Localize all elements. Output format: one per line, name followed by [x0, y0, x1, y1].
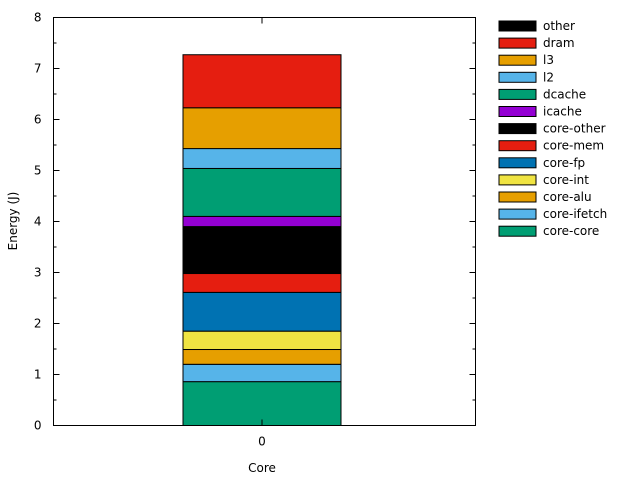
bar-segment-core-mem — [182, 273, 342, 293]
legend-swatch-core-other — [498, 123, 537, 135]
y-tick-label: 2 — [34, 317, 42, 331]
legend-label: dcache — [543, 87, 586, 101]
bar-segment-core-int — [182, 330, 342, 351]
legend-label: l3 — [543, 53, 554, 67]
plot-area — [182, 54, 342, 427]
legend-label: core-core — [543, 224, 599, 238]
legend-swatch-core-fp — [498, 157, 537, 169]
legend-label: icache — [543, 105, 582, 119]
bar-segment-l3 — [182, 107, 342, 150]
y-axis-label: Energy (J) — [6, 192, 20, 251]
bar-segment-icache — [182, 215, 342, 228]
bar-segment-core-core — [182, 381, 342, 427]
bar-segment-core-ifetch — [182, 363, 342, 383]
y-tick-label: 4 — [34, 215, 42, 229]
legend-swatch-core-core — [498, 225, 537, 237]
bar-segment-core-fp — [182, 291, 342, 332]
y-axis: 0 1 2 3 4 5 6 7 8 — [34, 11, 476, 433]
legend-label: core-ifetch — [543, 207, 607, 221]
legend: other dram l3 l2 dcache icache core-other core-… — [498, 19, 607, 238]
bar-segment-l2 — [182, 148, 342, 169]
legend-label: core-alu — [543, 190, 592, 204]
legend-label: core-mem — [543, 139, 604, 153]
y-tick-label: 7 — [34, 62, 42, 76]
y-tick-label: 0 — [34, 419, 42, 433]
x-tick-label: 0 — [258, 435, 266, 449]
legend-swatch-l3 — [498, 54, 537, 66]
legend-swatch-l2 — [498, 71, 537, 83]
legend-swatch-core-ifetch — [498, 208, 537, 220]
y-tick-label: 3 — [34, 266, 42, 280]
y-tick-label: 6 — [34, 113, 42, 127]
y-tick-label: 8 — [34, 11, 42, 25]
bar-segment-dcache — [182, 167, 342, 217]
legend-label: core-other — [543, 122, 606, 136]
legend-swatch-other — [498, 20, 537, 32]
legend-label: l2 — [543, 70, 554, 84]
bar-segment-dram — [182, 54, 342, 109]
legend-label: core-int — [543, 173, 589, 187]
legend-label: other — [543, 19, 575, 33]
x-axis-label: Core — [248, 461, 276, 475]
legend-swatch-core-alu — [498, 191, 537, 203]
bar-segment-core-alu — [182, 349, 342, 365]
x-axis: 0 — [258, 17, 266, 449]
y-tick-label: 5 — [34, 164, 42, 178]
legend-swatch-dram — [498, 37, 537, 49]
bar-segment-core-other — [182, 226, 342, 275]
legend-swatch-core-mem — [498, 140, 537, 152]
legend-swatch-core-int — [498, 174, 537, 186]
legend-label: core-fp — [543, 156, 585, 170]
legend-swatch-dcache — [498, 88, 537, 100]
legend-swatch-icache — [498, 106, 537, 117]
y-tick-label: 1 — [34, 368, 42, 382]
legend-label: dram — [543, 36, 575, 50]
